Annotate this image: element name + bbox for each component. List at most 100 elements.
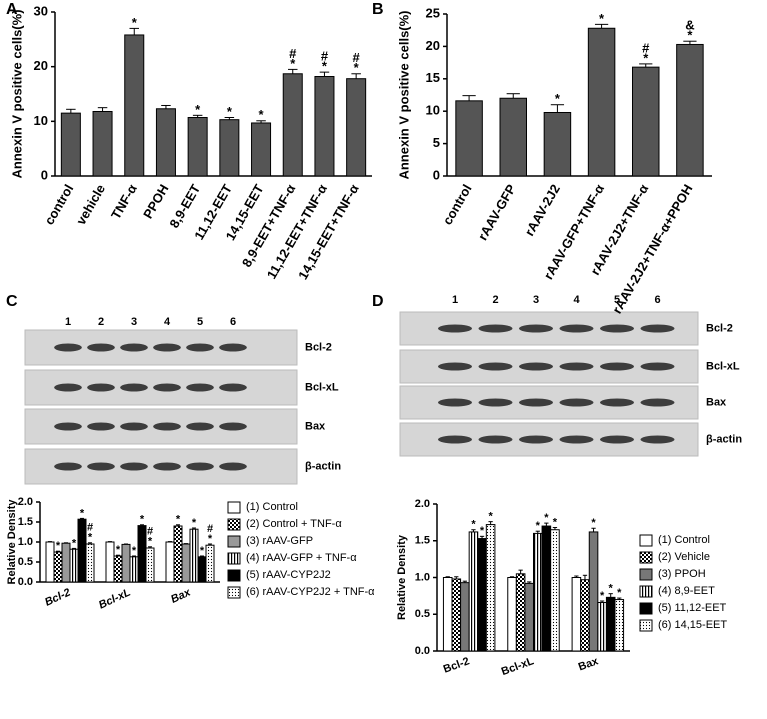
bar	[571, 577, 582, 652]
panel-label: A	[6, 1, 18, 18]
bar	[53, 551, 63, 583]
legend-swatch	[227, 501, 241, 514]
y-tick-label: 0.5	[18, 556, 33, 568]
protein-label: Bcl-xL	[305, 381, 339, 393]
significance-marker: *	[148, 536, 153, 548]
bar	[205, 544, 215, 583]
blot-band	[87, 343, 115, 352]
legend-swatch	[227, 569, 241, 582]
x-tick-label: rAAV-GFP	[475, 181, 519, 242]
y-tick-label: 0	[41, 167, 48, 182]
legend-label: (4) 8,9-EET	[658, 585, 715, 597]
blot-band	[599, 324, 635, 333]
blot-band	[186, 383, 214, 392]
blot-band	[120, 422, 148, 431]
bar	[541, 525, 552, 652]
protein-label: β-actin	[305, 460, 341, 472]
significance-marker: #	[289, 46, 297, 61]
x-tick-label: control	[440, 182, 475, 228]
significance-marker: *	[259, 107, 265, 122]
blot-band	[186, 462, 214, 471]
bar	[145, 547, 155, 583]
y-tick-label: 1.0	[415, 571, 430, 583]
protein-label: Bcl-2	[706, 322, 733, 334]
lane-label: 1	[65, 316, 71, 328]
panel-label: D	[372, 293, 384, 310]
legend-swatch	[639, 602, 653, 615]
x-tick-label: Bcl-2	[43, 586, 72, 608]
bar	[187, 117, 208, 177]
lane-label: 4	[164, 316, 171, 328]
blot-band	[478, 362, 513, 371]
bar	[507, 577, 517, 652]
bar	[69, 548, 79, 583]
legend-label: (4) rAAV-GFP + TNF-α	[246, 552, 357, 564]
protein-label: Bax	[706, 396, 727, 408]
blot-band	[518, 324, 554, 333]
significance-marker: *	[72, 537, 77, 549]
bar	[181, 543, 191, 583]
protein-label: Bcl-2	[305, 341, 332, 353]
y-tick-label: 2.0	[18, 496, 33, 508]
bar	[282, 73, 303, 177]
significance-marker: *	[132, 15, 138, 30]
legend-label: (2) Vehicle	[658, 551, 710, 563]
legend-swatch	[639, 534, 653, 547]
blot-band	[87, 422, 115, 431]
y-tick-label: 0.0	[18, 576, 33, 588]
blot-band	[87, 462, 115, 471]
bar	[499, 97, 527, 177]
y-axis-label: Relative Density	[6, 499, 18, 585]
x-tick-label: Bax	[577, 655, 601, 673]
bar	[533, 532, 543, 652]
significance-marker: *	[88, 532, 93, 544]
legend-swatch	[639, 551, 653, 564]
significance-marker: *	[56, 540, 61, 552]
blot-band	[640, 324, 675, 333]
blot-band	[599, 398, 635, 407]
y-tick-label: 20	[34, 58, 48, 73]
bar	[314, 76, 335, 177]
blot-band	[87, 383, 115, 392]
x-tick-label: rAAV-2J2	[522, 182, 563, 239]
significance-marker: *	[599, 11, 605, 26]
blot-band	[437, 435, 473, 444]
blot-band	[186, 343, 214, 352]
bar	[346, 78, 367, 177]
blot-band	[219, 422, 247, 431]
blot-band	[54, 462, 82, 471]
legend-label: (3) PPOH	[658, 568, 706, 580]
lane-label: 1	[452, 294, 458, 306]
significance-marker: *	[609, 583, 614, 595]
protein-label: β-actin	[706, 433, 742, 445]
bar	[61, 542, 71, 583]
significance-marker: *	[471, 519, 476, 531]
legend-swatch	[227, 518, 241, 531]
lane-label: 2	[98, 316, 104, 328]
bar	[105, 541, 115, 583]
bar	[189, 528, 199, 583]
y-tick-label: 20	[426, 38, 440, 53]
x-tick-label: Bcl-2	[442, 655, 471, 675]
bar	[543, 111, 572, 177]
legend-swatch	[227, 552, 241, 565]
y-tick-label: 0.5	[415, 608, 430, 620]
blot-band	[120, 343, 148, 352]
x-tick-label: TNF-α	[108, 182, 140, 222]
blot-band	[219, 343, 247, 352]
significance-marker: *	[536, 520, 541, 532]
blot-band	[120, 383, 148, 392]
blot-band	[518, 435, 554, 444]
bar	[45, 541, 55, 583]
bar	[155, 108, 176, 177]
significance-marker: *	[480, 525, 485, 537]
significance-marker: *	[176, 514, 181, 526]
protein-label: Bax	[305, 420, 326, 432]
y-tick-label: 2.0	[415, 498, 430, 510]
significance-marker: *	[80, 507, 85, 519]
bar	[451, 578, 462, 652]
significance-marker: *	[600, 590, 605, 602]
y-tick-label: 1.5	[18, 516, 33, 528]
protein-label: Bcl-xL	[706, 360, 740, 372]
bar	[597, 601, 607, 652]
